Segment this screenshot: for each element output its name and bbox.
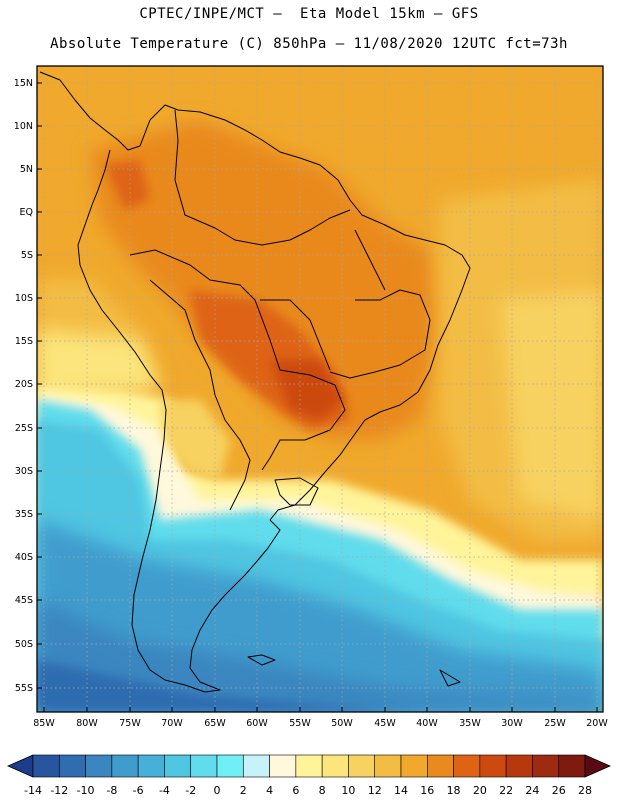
colorbar-swatch bbox=[32, 754, 60, 778]
lon-label: 80W bbox=[76, 718, 98, 729]
lat-label: 35S bbox=[15, 509, 33, 520]
colorbar-label: 12 bbox=[368, 784, 382, 797]
colorbar-label: -10 bbox=[77, 784, 95, 797]
lat-label: 5S bbox=[21, 250, 33, 261]
colorbar-label: 26 bbox=[552, 784, 566, 797]
lat-label: 30S bbox=[15, 466, 33, 477]
lat-label: 20S bbox=[15, 379, 33, 390]
coastline bbox=[39, 71, 471, 693]
lon-label: 45W bbox=[374, 718, 396, 729]
lon-label: 40W bbox=[416, 718, 438, 729]
colorbar-swatch bbox=[479, 754, 507, 778]
lat-label: 15S bbox=[15, 336, 33, 347]
lon-label: 55W bbox=[289, 718, 311, 729]
colorbar-swatch bbox=[321, 754, 349, 778]
lat-label: 45S bbox=[15, 595, 33, 606]
lon-label: 85W bbox=[33, 718, 55, 729]
colorbar-swatch bbox=[453, 754, 481, 778]
lon-label: 60W bbox=[246, 718, 268, 729]
colorbar-swatch bbox=[348, 754, 376, 778]
lat-label: 15N bbox=[14, 78, 33, 89]
lat-label: 10S bbox=[15, 293, 33, 304]
colorbar-label: 18 bbox=[447, 784, 461, 797]
lat-label: 55S bbox=[15, 683, 33, 694]
colorbar-label: 14 bbox=[394, 784, 408, 797]
colorbar-swatch bbox=[190, 754, 218, 778]
colorbar-label: -4 bbox=[159, 784, 170, 797]
colorbar-left-arrow bbox=[7, 754, 34, 778]
latitude-labels: 15N 10N 5N EQ 5S 10S 15S 20S 25S 30S 35S… bbox=[14, 78, 33, 694]
lat-label: 40S bbox=[15, 552, 33, 563]
colorbar-label: -12 bbox=[50, 784, 68, 797]
colorbar-swatch bbox=[295, 754, 323, 778]
colorbar-label: 8 bbox=[319, 784, 326, 797]
map-frame bbox=[36, 65, 604, 713]
lat-label: 50S bbox=[15, 639, 33, 650]
lon-label: 35W bbox=[459, 718, 481, 729]
lat-label: EQ bbox=[20, 207, 33, 218]
lat-label: 25S bbox=[15, 423, 33, 434]
colorbar-label: 22 bbox=[499, 784, 513, 797]
title-line-1: CPTEC/INPE/MCT – Eta Model 15km – GFS bbox=[139, 6, 479, 22]
colorbar-label: 2 bbox=[240, 784, 247, 797]
colorbar-swatch bbox=[532, 754, 560, 778]
colorbar-label: 24 bbox=[525, 784, 539, 797]
colorbar-swatch bbox=[216, 754, 244, 778]
title-line-2: Absolute Temperature (C) 850hPa – 11/08/… bbox=[50, 36, 568, 52]
colorbar-label: 20 bbox=[473, 784, 487, 797]
lon-label: 30W bbox=[501, 718, 523, 729]
colorbar-swatch bbox=[164, 754, 192, 778]
lat-label: 5N bbox=[20, 164, 33, 175]
colorbar-label: 16 bbox=[420, 784, 434, 797]
colorbar-swatch bbox=[85, 754, 113, 778]
colorbar-swatch bbox=[426, 754, 454, 778]
lon-label: 25W bbox=[544, 718, 566, 729]
longitude-labels: 85W 80W 75W 70W 65W 60W 55W 50W 45W 40W … bbox=[33, 718, 608, 729]
colorbar-label: 4 bbox=[266, 784, 273, 797]
colorbar-label: -14 bbox=[24, 784, 42, 797]
colorbar-swatch bbox=[558, 754, 586, 778]
colorbar-swatch bbox=[400, 754, 428, 778]
colorbar-label: 6 bbox=[292, 784, 299, 797]
temperature-field bbox=[37, 66, 603, 712]
colorbar-swatch bbox=[58, 754, 86, 778]
colorbar-swatch bbox=[374, 754, 402, 778]
colorbar-swatch bbox=[137, 754, 165, 778]
axis-ticks bbox=[37, 82, 598, 712]
lon-label: 70W bbox=[161, 718, 183, 729]
colorbar-label: 10 bbox=[341, 784, 355, 797]
colorbar-label: 28 bbox=[578, 784, 592, 797]
colorbar-right-arrow bbox=[584, 754, 611, 778]
lat-label: 10N bbox=[14, 121, 33, 132]
colorbar-swatch bbox=[505, 754, 533, 778]
lon-label: 20W bbox=[586, 718, 608, 729]
colorbar-label: -6 bbox=[133, 784, 144, 797]
lon-label: 65W bbox=[204, 718, 226, 729]
colorbar-label: 0 bbox=[214, 784, 221, 797]
lon-label: 50W bbox=[331, 718, 353, 729]
colorbar: -14 -12 -10 -8 -6 -4 -2 0 2 4 6 8 10 12 14 16 18 20 22 24 26… bbox=[7, 754, 611, 797]
colorbar-label: -2 bbox=[185, 784, 196, 797]
colorbar-swatch bbox=[269, 754, 297, 778]
lon-label: 75W bbox=[119, 718, 141, 729]
colorbar-swatch bbox=[242, 754, 270, 778]
colorbar-swatch bbox=[111, 754, 139, 778]
colorbar-label: -8 bbox=[106, 784, 117, 797]
